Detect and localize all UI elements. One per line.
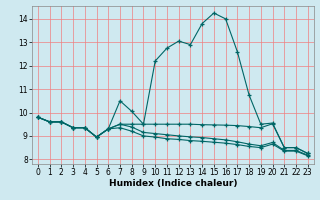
- X-axis label: Humidex (Indice chaleur): Humidex (Indice chaleur): [108, 179, 237, 188]
